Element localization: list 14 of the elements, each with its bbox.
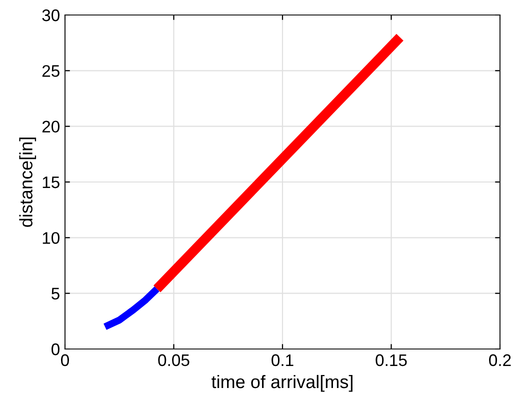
x-tick-label: 0 [61, 354, 69, 366]
x-tick-label: 0.2 [489, 354, 511, 366]
x-axis-title: time of arrival[ms] [212, 374, 352, 392]
y-tick-label: 5 [52, 288, 60, 300]
y-tick-label: 10 [42, 232, 60, 244]
x-tick-label: 0.15 [376, 354, 407, 366]
y-tick-label: 0 [52, 343, 60, 356]
y-tick-label: 30 [42, 9, 60, 22]
x-tick-label: 0.05 [158, 354, 190, 366]
y-axis-title: distance[in] [19, 138, 36, 227]
y-tick-label: 25 [42, 65, 60, 77]
x-tick-label: 0.1 [272, 354, 294, 366]
y-tick-label: 20 [42, 120, 60, 133]
y-tick-label: 15 [42, 176, 60, 188]
